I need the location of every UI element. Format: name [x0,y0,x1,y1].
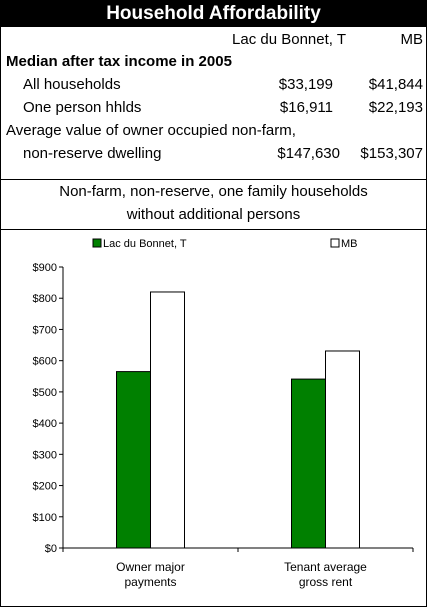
y-tick-label: $800 [33,293,57,305]
row-value-mb: $22,193 [368,99,423,116]
y-tick-label: $500 [33,387,57,399]
dwelling-value-lac: $147,630 [277,145,340,162]
divider [1,179,426,180]
legend-swatch [330,238,340,248]
dwelling-label-line2: non-reserve dwelling [23,145,162,162]
row-value-mb: $41,844 [368,76,423,93]
bar [116,371,151,549]
column-header-lac-du-bonnet: Lac du Bonnet, T [232,31,346,48]
y-tick-label: $200 [33,481,57,493]
y-tick-label: $400 [33,418,57,430]
column-header-mb: MB [400,31,424,48]
dwelling-label-line1: Average value of owner occupied non-farm… [6,122,296,139]
dwelling-value-row: non-reserve dwelling $147,630 $153,307 [1,143,426,165]
legend-label: MB [341,238,358,250]
table-row: All households $33,199 $41,844 [1,74,426,96]
bar [291,378,326,549]
page-title: Household Affordability [1,1,426,27]
y-tick-label: $900 [33,262,57,274]
x-tick-label: Owner major [116,560,185,574]
bar-chart: Lac du Bonnet, T MB $0 $100 $200 $300 $400 $500… [33,238,414,589]
legend-label: Lac du Bonnet, T [103,238,187,250]
table-row: One person hhlds $16,911 $22,193 [1,97,426,119]
dwelling-value-mb: $153,307 [360,145,423,162]
legend-swatch [92,238,102,248]
bar [325,350,360,549]
divider [1,229,426,230]
y-tick-label: $0 [45,543,57,555]
chart-subtitle-line2: without additional persons [126,206,301,223]
income-heading-row: Median after tax income in 2005 [1,51,426,73]
bar [150,291,185,549]
y-tick-label: $100 [33,512,57,524]
row-value-lac: $33,199 [278,76,333,93]
income-heading: Median after tax income in 2005 [6,53,232,70]
row-value-lac: $16,911 [279,99,333,116]
chart-subtitle-line1: Non-farm, non-reserve, one family househ… [59,183,368,200]
y-tick-label: $700 [33,324,57,336]
y-tick-label: $300 [33,449,57,461]
column-header-row: Lac du Bonnet, T MB [1,29,426,51]
row-label: One person hhlds [23,99,142,116]
row-label: All households [23,76,121,93]
x-tick-label: gross rent [299,575,353,589]
x-tick-label: payments [124,575,176,589]
y-tick-label: $600 [33,356,57,368]
dwelling-label-row: Average value of owner occupied non-farm… [1,120,426,142]
x-tick-label: Tenant average [284,560,367,574]
